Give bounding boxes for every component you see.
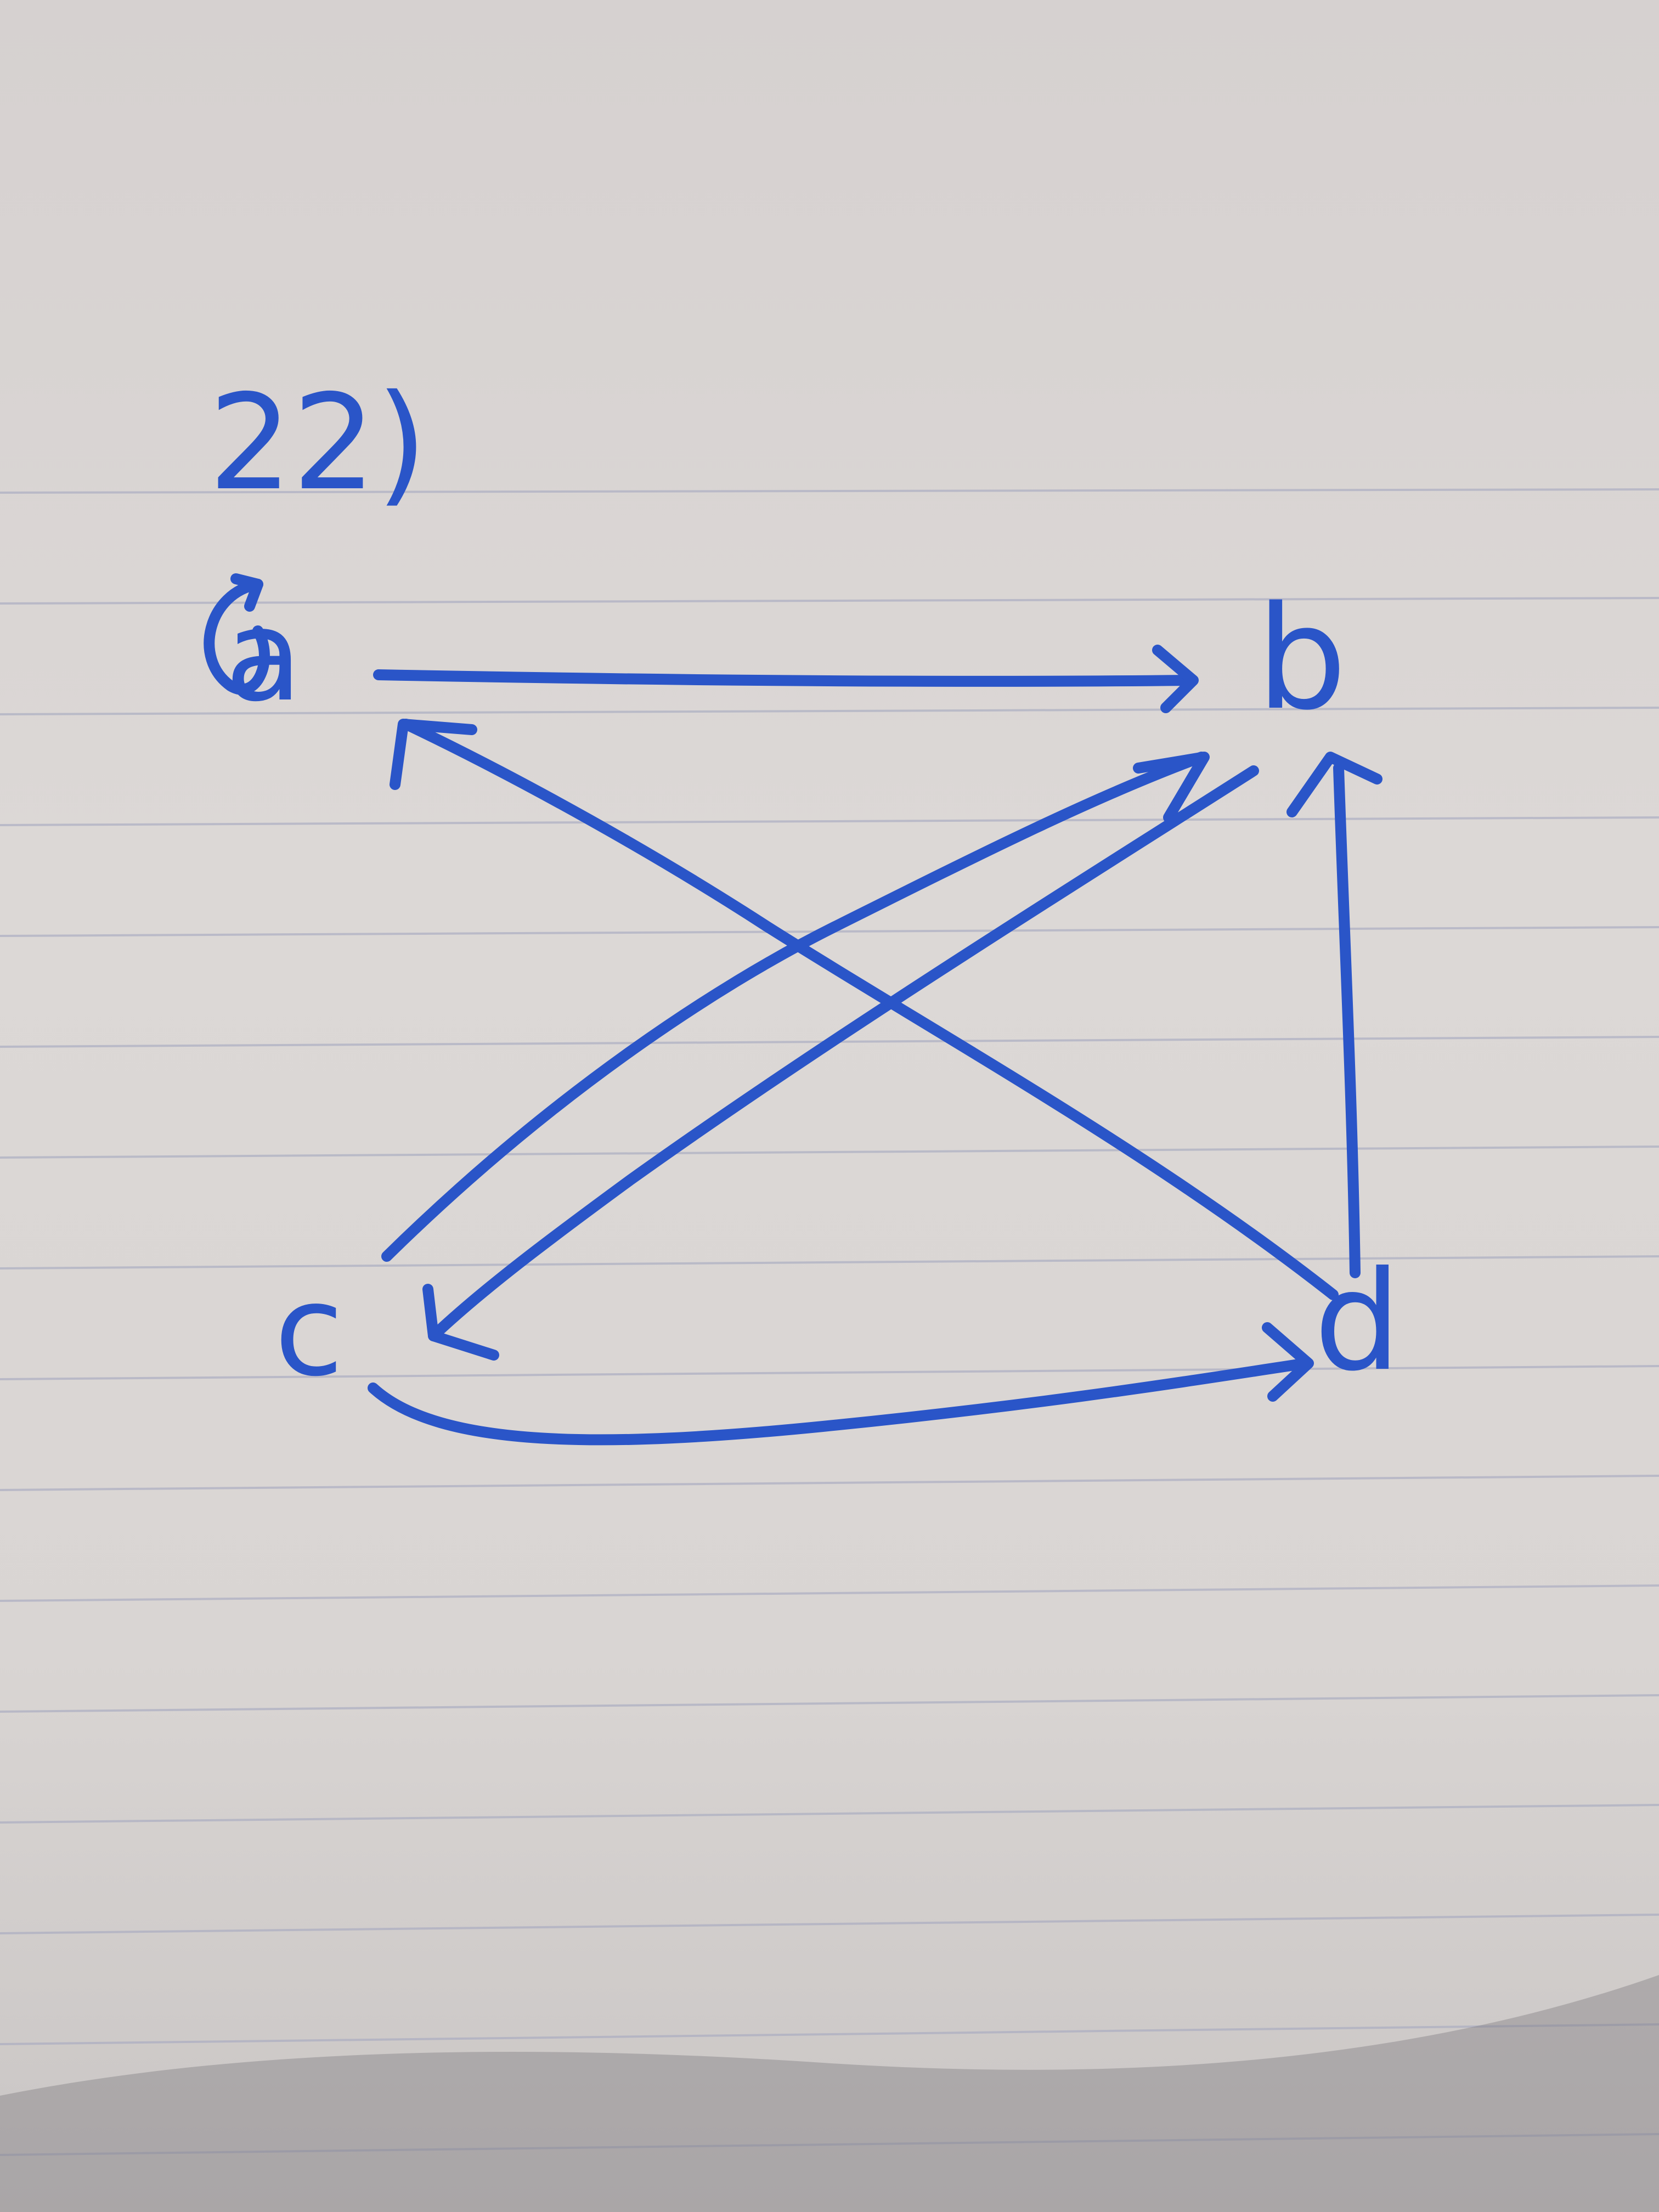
edge-d-to-a [400,719,1339,1300]
problem-label: 22) [208,366,427,520]
edge-a-self-loop-arrowhead [230,573,263,612]
node-c-label: c [274,1258,343,1404]
edge-c-to-d-arrowhead [1262,1322,1314,1402]
edge-c-to-b [381,752,1207,1262]
edge-b-to-c [428,765,1259,1341]
edge-d-to-b-arrowhead [1286,752,1383,817]
edge-d-to-b [1333,763,1361,1278]
edge-d-to-a-arrowhead [390,719,477,790]
ruled-lines [0,488,1659,2156]
edge-c-to-d [368,1358,1311,1446]
node-b-label: b [1256,576,1347,742]
edge-b-to-c-arrowhead [422,1284,499,1361]
edge-a-to-b-arrowhead [1152,645,1199,713]
edge-a-to-b [373,669,1196,687]
edge-c-to-b-arrowhead [1133,752,1210,823]
photo-shadow [0,1975,1659,2212]
edge-a-self-loop [204,579,270,695]
